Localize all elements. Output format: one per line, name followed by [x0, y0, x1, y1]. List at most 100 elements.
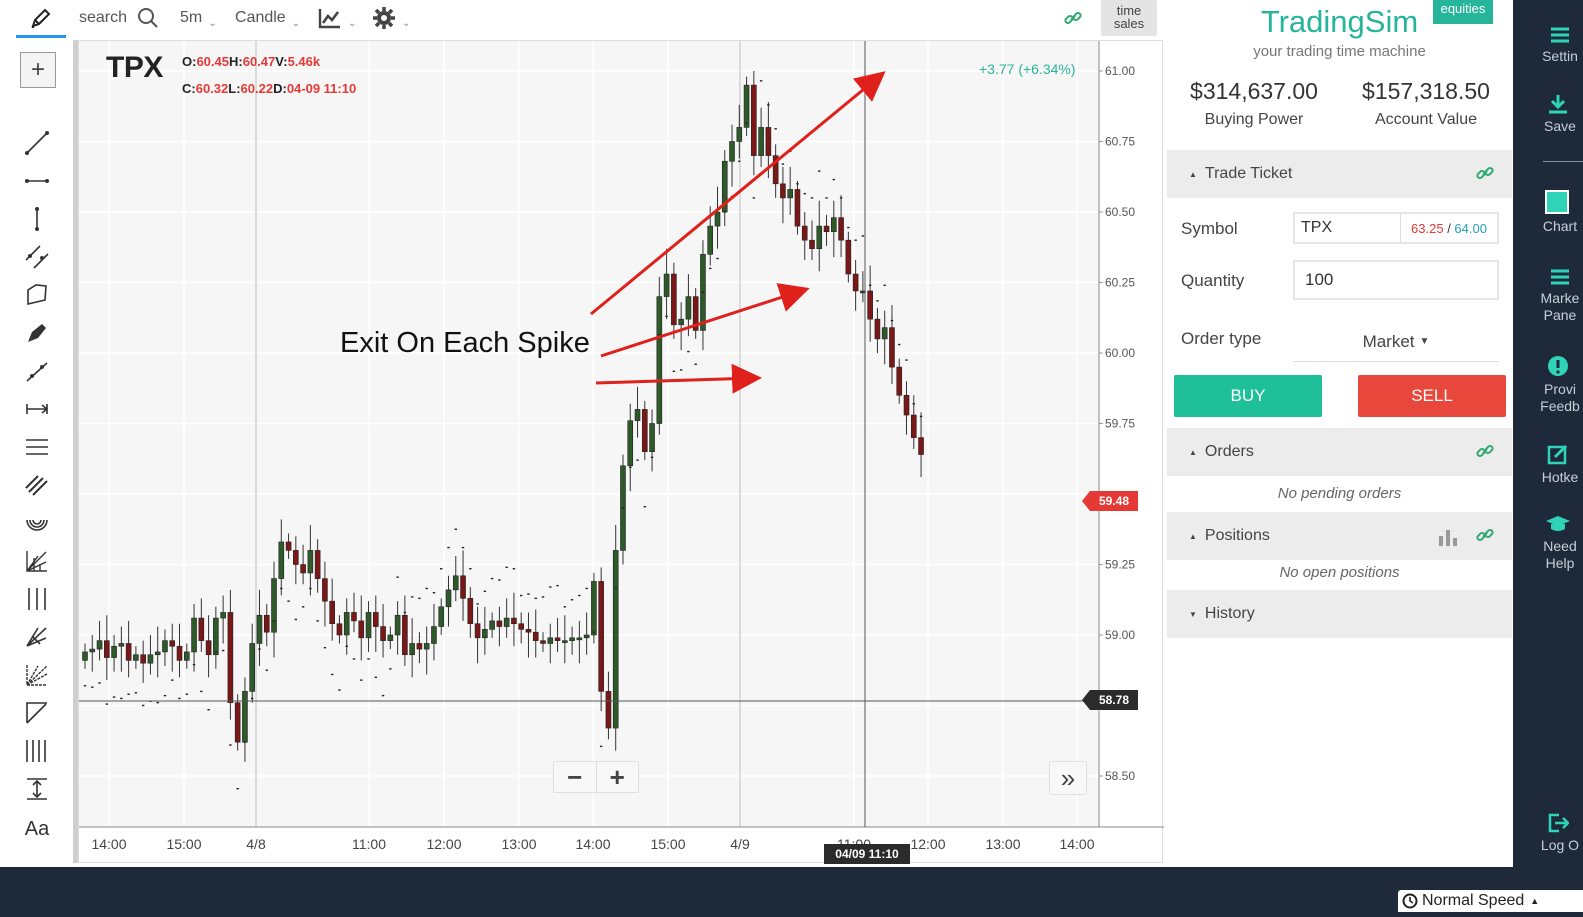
fib-channel-tool[interactable] — [22, 470, 52, 500]
brush-tool[interactable] — [22, 318, 52, 348]
sar-dot — [207, 709, 210, 711]
pitchfork-tool[interactable] — [22, 622, 52, 652]
sar-dot — [505, 566, 508, 569]
crosshair-tool[interactable]: + — [20, 52, 56, 88]
candle-up — [387, 634, 394, 641]
low-value: 60.22 — [240, 81, 274, 96]
sar-dot — [876, 300, 879, 302]
nav-hotkeys[interactable]: Hotke — [1513, 443, 1583, 486]
buy-button[interactable]: BUY — [1174, 375, 1322, 417]
chevron-down-icon: ⌄ — [208, 17, 217, 29]
measure-tool[interactable] — [22, 394, 52, 424]
nav-logout[interactable]: Log O — [1513, 813, 1583, 854]
crosshair-icon: + — [30, 56, 45, 83]
scroll-to-latest-button[interactable]: » — [1049, 761, 1087, 795]
candle-up — [162, 640, 168, 653]
sar-dot — [476, 603, 479, 605]
polygon-icon — [27, 284, 47, 306]
price-range-tool[interactable] — [22, 774, 52, 804]
vertical-line-icon — [35, 207, 39, 231]
price-chart[interactable]: 61.00 60.75 60.50 60.25 60.00 59.75 59.25 59.00… — [78, 40, 1164, 864]
sar-dot — [178, 697, 181, 700]
orders-header[interactable]: ▲ Orders — [1167, 428, 1512, 476]
gear-icon — [373, 7, 395, 29]
link-icon[interactable] — [1476, 442, 1494, 460]
collapse-triangle-icon: ▲ — [1189, 531, 1197, 541]
menu-lines-icon — [26, 439, 48, 455]
parallel-channel-tool[interactable] — [22, 242, 52, 272]
link-icon[interactable] — [1476, 164, 1494, 182]
ray-tool[interactable] — [22, 356, 52, 386]
chevron-down-icon: ⌄ — [402, 17, 411, 29]
annotation-arrow — [590, 71, 886, 316]
sell-button[interactable]: SELL — [1358, 375, 1506, 417]
nav-market-panel[interactable]: Marke Pane — [1513, 268, 1583, 324]
sar-dot — [272, 620, 276, 622]
sar-dot — [258, 648, 261, 650]
sar-dot — [839, 197, 843, 199]
search-box[interactable]: search — [79, 0, 159, 36]
gann-box-tool[interactable] — [22, 546, 52, 576]
annotation-arrow — [595, 363, 762, 394]
angle-tool[interactable] — [22, 698, 52, 728]
tools-scrollbar[interactable] — [73, 40, 78, 863]
trade-ticket-header[interactable]: ▲ Trade Ticket — [1167, 150, 1512, 198]
chart-settings-menu[interactable]: ⌄ — [372, 0, 410, 36]
sar-dot — [483, 590, 487, 592]
nav-save[interactable]: Save — [1513, 94, 1583, 135]
symbol-input[interactable]: TPX 63.25 / 64.00 — [1293, 212, 1499, 244]
time-sales-button[interactable]: time sales — [1101, 0, 1157, 36]
positions-header[interactable]: ▲ Positions — [1167, 512, 1512, 560]
orders-title: Orders — [1204, 443, 1254, 460]
bottom-bar — [0, 867, 1583, 917]
sar-dot — [796, 183, 799, 185]
chart-canvas[interactable]: 61.00 60.75 60.50 60.25 60.00 59.75 59.25 59.00… — [79, 41, 1164, 864]
quantity-input[interactable]: 100 — [1293, 260, 1499, 300]
fib-fan-tool[interactable] — [22, 660, 52, 690]
zoom-in-button[interactable]: + — [609, 761, 625, 792]
order-type-select[interactable]: Market ▼ — [1293, 322, 1499, 362]
zoom-out-button[interactable]: − — [554, 762, 597, 792]
sar-dot — [83, 685, 87, 687]
chevron-down-icon: ⌄ — [348, 17, 357, 29]
nav-settings-label: Settin — [1542, 48, 1578, 64]
horizontal-lines-tool[interactable] — [22, 432, 52, 462]
chart-annotation-text: Exit On Each Spike — [340, 327, 590, 359]
horizontal-ray-tool[interactable] — [22, 166, 52, 196]
link-icon[interactable] — [1476, 526, 1494, 544]
nav-help[interactable]: Need Help — [1513, 514, 1583, 572]
equities-badge[interactable]: equities — [1433, 0, 1493, 24]
bar-chart-icon[interactable] — [1438, 528, 1458, 546]
x-tick-label: 12:00 — [910, 836, 945, 852]
candle-up — [307, 550, 314, 574]
sar-dot — [767, 104, 770, 106]
collapse-triangle-icon: ▲ — [1189, 447, 1197, 457]
nav-chart[interactable]: Chart — [1513, 190, 1583, 235]
polygon-tool[interactable] — [22, 280, 52, 310]
candle-down — [896, 366, 903, 396]
trend-line-tool[interactable] — [22, 128, 52, 158]
draw-tools-tab[interactable] — [16, 0, 66, 38]
link-button[interactable] — [1064, 0, 1082, 36]
playback-speed-button[interactable]: Normal Speed ▲ — [1398, 890, 1583, 912]
indicators-menu[interactable]: ⌄ — [318, 0, 356, 36]
menu-icon — [1551, 27, 1569, 43]
nav-feedback[interactable]: Provi Feedb — [1513, 355, 1583, 415]
chart-type-select[interactable]: Candle ⌄ — [235, 0, 300, 36]
interval-select[interactable]: 5m ⌄ — [180, 0, 217, 36]
caret-up-icon: ▲ — [1530, 896, 1540, 906]
cycle-lines-tool[interactable] — [22, 736, 52, 766]
chevron-down-icon: ⌄ — [291, 17, 301, 29]
nav-settings[interactable]: Settin — [1513, 26, 1583, 65]
vertical-line-tool[interactable] — [22, 204, 52, 234]
candle-up — [118, 643, 125, 647]
buying-power-value: $314,637.00 — [1190, 78, 1318, 104]
sar-dot — [919, 415, 923, 418]
y-tick-label: 59.25 — [1105, 558, 1135, 572]
text-tool[interactable]: Aa — [22, 814, 52, 844]
history-header[interactable]: ▼ History — [1167, 590, 1512, 638]
x-tick-label: 14:00 — [91, 836, 126, 852]
candle-down — [496, 620, 503, 627]
fib-circles-tool[interactable] — [22, 508, 52, 538]
vertical-lines-tool[interactable] — [22, 584, 52, 614]
